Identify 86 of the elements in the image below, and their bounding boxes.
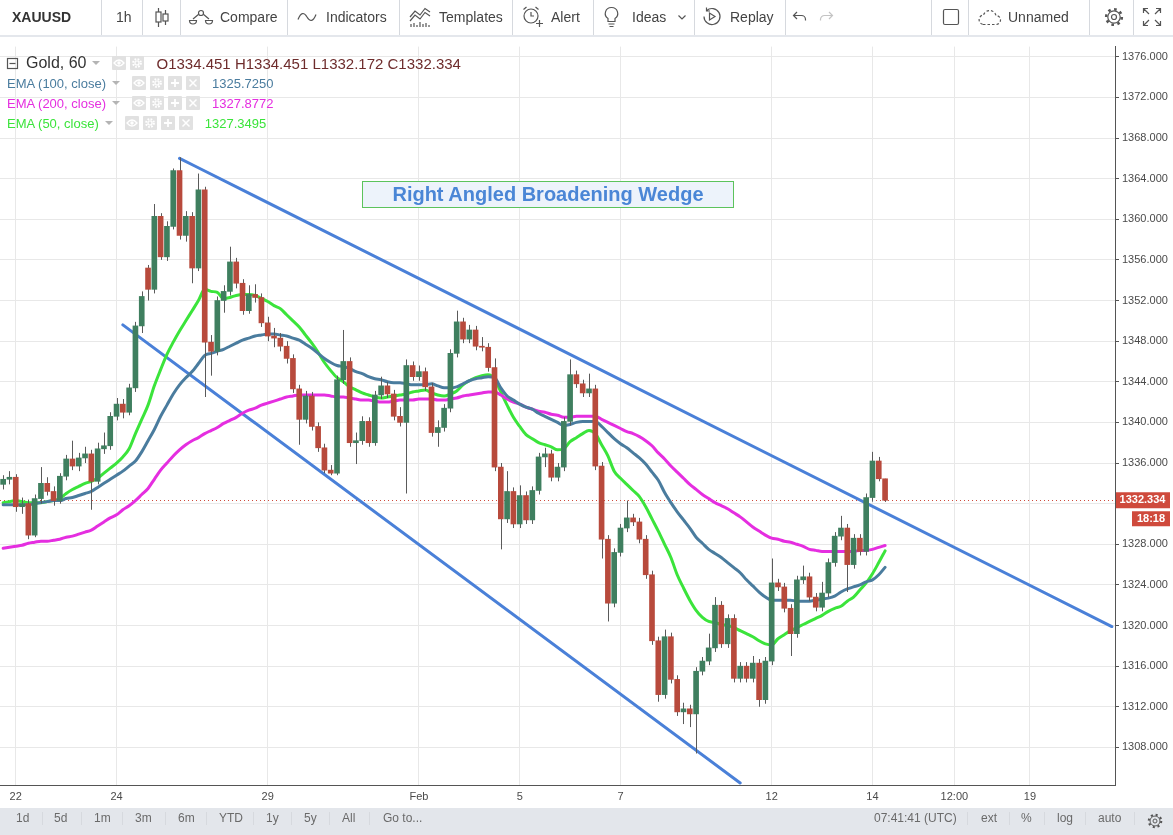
x-tick-label: Feb xyxy=(409,789,429,802)
candlestick xyxy=(749,655,756,683)
x-tick-label: 24 xyxy=(110,789,123,802)
x-tick-label: 12 xyxy=(765,789,778,802)
candlestick xyxy=(466,324,473,344)
candlestick xyxy=(819,581,825,612)
text: Unnamed xyxy=(1008,8,1069,26)
candlestick xyxy=(409,360,416,382)
candlestick xyxy=(680,702,687,725)
text: 1h xyxy=(116,8,132,26)
annotation: 1325.7250 xyxy=(212,75,274,91)
text: 1m xyxy=(94,811,111,825)
y-tick-label: 1328.000 xyxy=(1122,537,1168,550)
text: O1334.451 H1334.451 L1332.172 C1332.334 xyxy=(156,54,461,72)
text: 6m xyxy=(178,811,195,825)
candlestick xyxy=(378,376,384,400)
text: EMA (200, close) xyxy=(7,95,106,111)
text: 5y xyxy=(304,811,317,825)
ref-line-label: 1332.334 xyxy=(1119,493,1167,506)
x-tick-label: 29 xyxy=(261,789,274,802)
candlestick xyxy=(800,565,807,585)
candlestick xyxy=(422,367,429,392)
text: 5d xyxy=(54,811,68,825)
y-tick-label: 1352.000 xyxy=(1122,293,1168,306)
y-tick-label: 1348.000 xyxy=(1122,334,1168,347)
candlestick xyxy=(246,284,252,315)
x-tick-label: 14 xyxy=(866,789,879,802)
text: Compare xyxy=(220,8,278,26)
text: XAUUSD xyxy=(12,8,72,26)
candlestick xyxy=(705,633,712,666)
annotation: 1327.3495 xyxy=(204,115,267,131)
candlestick xyxy=(812,592,819,612)
candlestick xyxy=(183,210,189,243)
candlestick xyxy=(623,500,630,533)
candlestick xyxy=(264,316,271,342)
candlestick xyxy=(554,462,561,482)
text: 1y xyxy=(266,811,279,825)
candlestick xyxy=(737,661,744,683)
text: Alert xyxy=(551,8,580,26)
y-tick-label: 1324.000 xyxy=(1122,577,1168,590)
text: ext xyxy=(981,811,998,825)
text: All xyxy=(342,811,356,825)
text: Ideas xyxy=(632,8,667,26)
text: EMA (50, close) xyxy=(7,115,99,131)
text: Indicators xyxy=(326,8,387,26)
text: Replay xyxy=(730,8,774,26)
text: Templates xyxy=(439,8,503,26)
x-tick-label: 19 xyxy=(1023,789,1037,802)
text: YTD xyxy=(219,811,243,825)
x-tick-label: 5 xyxy=(516,789,523,802)
y-tick-label: 1372.000 xyxy=(1122,90,1168,103)
annotation: 1327.8772 xyxy=(212,95,274,111)
y-tick-label: 1340.000 xyxy=(1122,415,1168,428)
y-tick-label: 1364.000 xyxy=(1122,171,1168,184)
text: Go to... xyxy=(383,811,423,825)
candlestick xyxy=(857,533,863,556)
y-tick-label: 1312.000 xyxy=(1122,699,1168,712)
x-tick-label: 7 xyxy=(617,789,624,802)
text: 07:41:41 (UTC) xyxy=(874,811,957,825)
y-tick-label: 1316.000 xyxy=(1122,659,1168,672)
text: log xyxy=(1057,811,1074,825)
candlestick xyxy=(838,515,844,541)
text: 1d xyxy=(16,811,30,825)
annotation: Right Angled Broadening Wedge xyxy=(392,183,704,206)
candlestick xyxy=(460,317,466,344)
text: 3m xyxy=(135,811,152,825)
y-tick-label: 1368.000 xyxy=(1122,131,1168,144)
y-tick-label: 1320.000 xyxy=(1122,618,1168,631)
text: % xyxy=(1021,811,1032,825)
candlestick xyxy=(208,334,214,377)
candlestick xyxy=(120,398,126,419)
y-tick-label: 1360.000 xyxy=(1122,212,1168,225)
x-tick-label: 12:00 xyxy=(940,789,969,802)
y-tick-label: 1356.000 xyxy=(1122,252,1168,265)
y-tick-label: 1344.000 xyxy=(1122,374,1168,387)
chart-title: Gold, 60 xyxy=(26,54,87,72)
text: EMA (100, close) xyxy=(7,75,106,91)
text: auto xyxy=(1098,811,1122,825)
candlestick xyxy=(686,704,693,728)
y-tick-label: 1376.000 xyxy=(1122,49,1168,62)
y-tick-label: 1336.000 xyxy=(1122,456,1168,469)
x-tick-label: 22 xyxy=(9,789,22,802)
candlestick xyxy=(145,264,151,302)
y-tick-label: 1308.000 xyxy=(1122,740,1168,753)
text: 18:18 xyxy=(1136,511,1166,524)
candlestick xyxy=(75,452,82,472)
